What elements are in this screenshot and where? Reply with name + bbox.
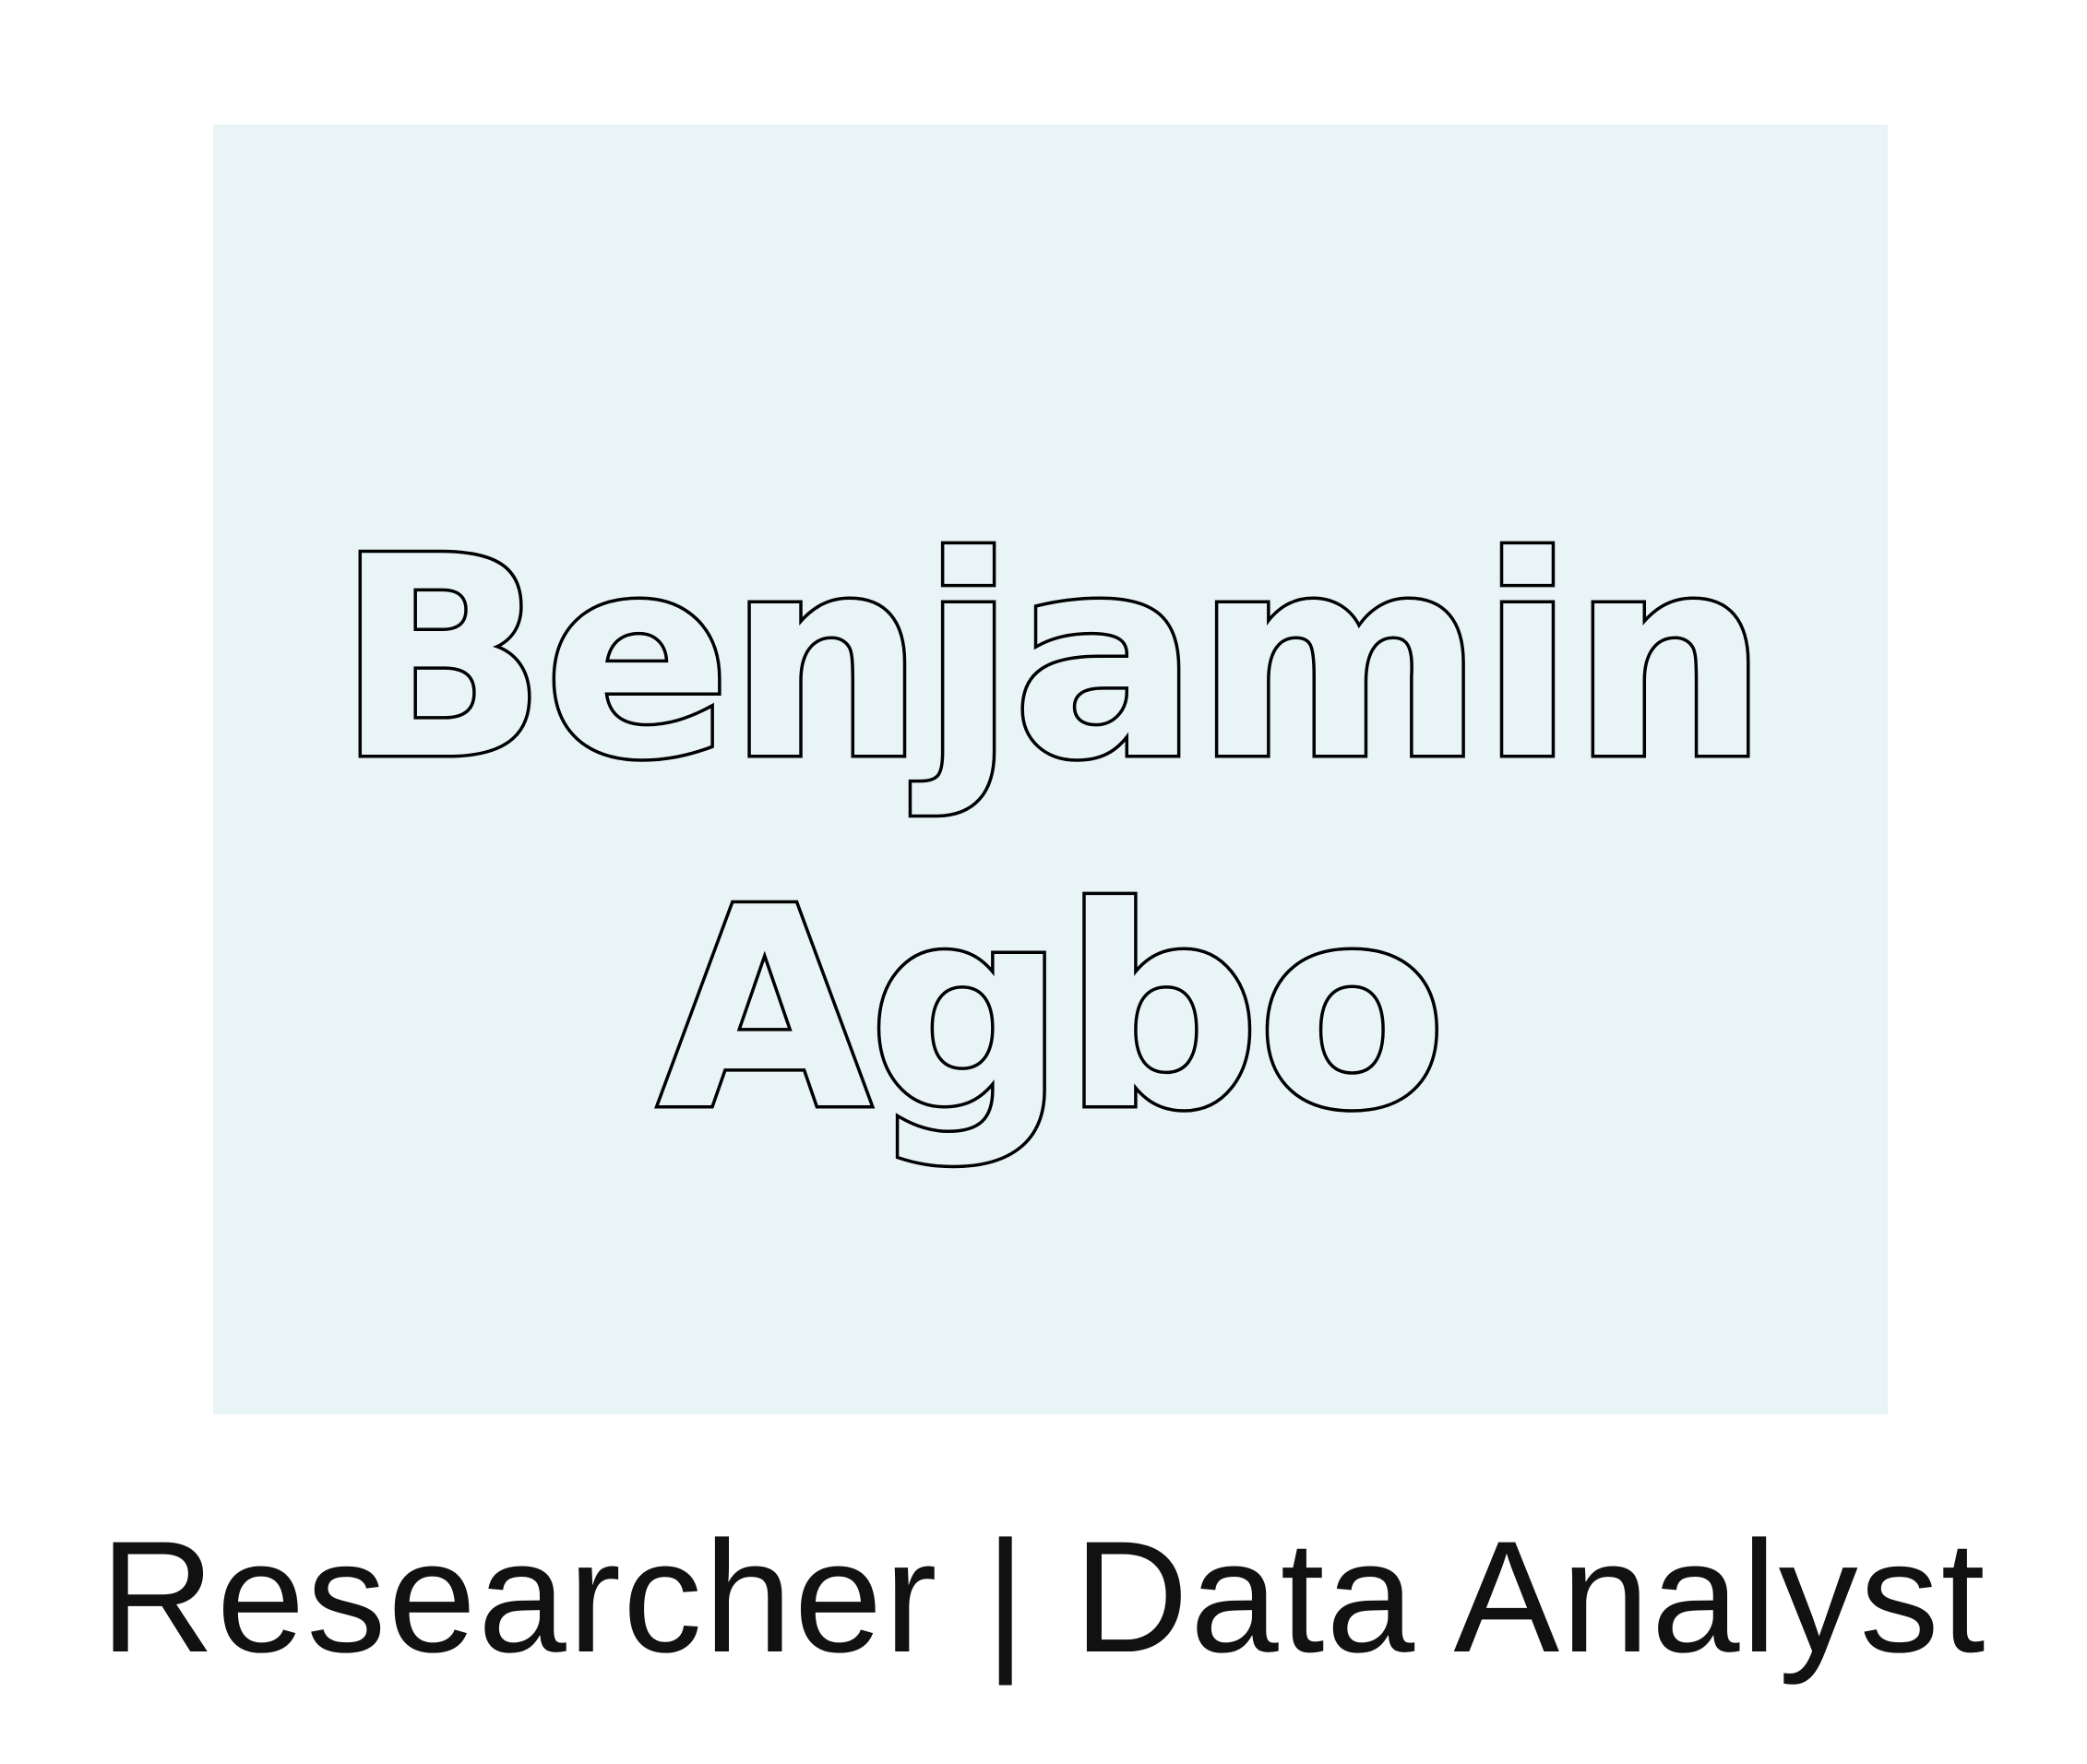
tagline: Researcher | Data Analyst	[100, 1508, 1987, 1686]
logo-first-name: Benjamin	[333, 498, 1771, 820]
logo-panel: Benjamin Agbo	[213, 125, 1888, 1414]
logo-last-name: Agbo	[654, 849, 1450, 1171]
